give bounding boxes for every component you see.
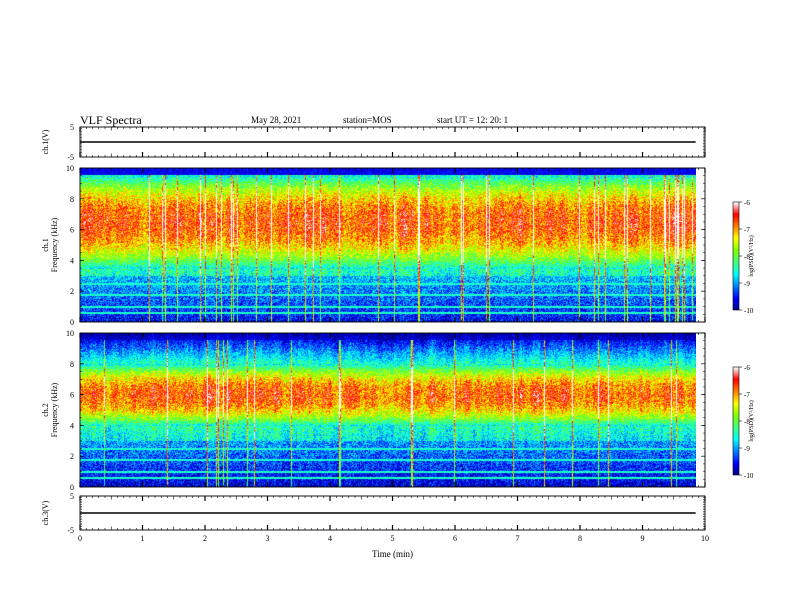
ch2_spectrogram-colorbar-label: log(PSD)(V²/Hz) <box>748 400 755 441</box>
ch1_spectrogram-colorbar-tick-label: -6 <box>744 199 750 207</box>
start-time-label: start UT = 12: 20: 1 <box>437 115 509 125</box>
ch3_voltage-ytick-label: 5 <box>70 492 74 501</box>
ch2_spectrogram-colorbar-tick-label: -9 <box>744 445 750 453</box>
ch1_spectrogram-ytick-label: 4 <box>70 256 74 265</box>
ch2_spectrogram-ytick-label: 0 <box>70 483 74 492</box>
ch2_spectrogram-ylabel: Frequency (kHz) <box>50 382 59 437</box>
x-tick-label: 10 <box>701 534 709 543</box>
ch1_voltage-ytick-label: 5 <box>70 123 74 132</box>
x-tick-label: 6 <box>453 534 457 543</box>
ch1_spectrogram-colorbar-tick-label: -10 <box>744 307 754 315</box>
ch2_spectrogram-ytick-label: 6 <box>70 391 74 400</box>
ch1_spectrogram-ytick-label: 10 <box>66 164 74 173</box>
ch2_spectrogram-colorbar <box>733 367 739 475</box>
ch1_spectrogram-colorbar-tick-label: -8 <box>744 253 750 261</box>
ch1_spectrogram-ytick-label: 0 <box>70 318 74 327</box>
chart-title: VLF Spectra <box>80 113 142 127</box>
x-tick-label: 5 <box>391 534 395 543</box>
x-tick-label: 1 <box>141 534 145 543</box>
ch1_spectrogram-ytick-label: 6 <box>70 226 74 235</box>
ch3_voltage-ytick-label: -5 <box>67 526 74 535</box>
ch1_spectrogram-ylabel: Frequency (kHz) <box>50 217 59 272</box>
ch2_spectrogram-colorbar-tick-label: -8 <box>744 418 750 426</box>
ch2_spectrogram-image <box>80 333 696 487</box>
ch2_spectrogram-ytick-label: 4 <box>70 421 74 430</box>
ch1_spectrogram-ytick-label: 2 <box>70 287 74 296</box>
ch3_voltage-ylabel: ch.3(V) <box>41 500 50 525</box>
ch1_voltage-ytick-label: -5 <box>67 153 74 162</box>
ch2_spectrogram-ytick-label: 8 <box>70 360 74 369</box>
date-label: May 28, 2021 <box>251 115 302 125</box>
x-tick-label: 7 <box>516 534 520 543</box>
ch1_spectrogram-ytick-label: 8 <box>70 195 74 204</box>
ch2_spectrogram-colorbar-tick-label: -6 <box>744 364 750 372</box>
x-tick-label: 0 <box>78 534 82 543</box>
ch2_spectrogram-ylabel: ch.2 <box>41 403 50 417</box>
x-tick-label: 4 <box>328 534 332 543</box>
x-tick-label: 2 <box>203 534 207 543</box>
ch2_spectrogram-colorbar-tick-label: -7 <box>744 391 750 399</box>
x-axis-label: Time (min) <box>372 549 413 559</box>
ch2_spectrogram-ytick-label: 2 <box>70 452 74 461</box>
ch1_spectrogram-colorbar <box>733 202 739 310</box>
ch1_spectrogram-ylabel: ch.1 <box>41 238 50 252</box>
ch1_spectrogram-image <box>80 168 696 322</box>
ch2_spectrogram-ytick-label: 10 <box>66 329 74 338</box>
ch1_spectrogram-colorbar-tick-label: -9 <box>744 280 750 288</box>
ch2_spectrogram-colorbar-tick-label: -10 <box>744 472 754 480</box>
x-tick-label: 3 <box>266 534 270 543</box>
ch1_voltage-ylabel: ch.1(V) <box>41 129 50 154</box>
x-tick-label: 8 <box>578 534 582 543</box>
ch1_spectrogram-colorbar-label: log(PSD)(V²/Hz) <box>748 235 755 276</box>
ch1_spectrogram-colorbar-tick-label: -7 <box>744 226 750 234</box>
station-label: station=MOS <box>343 115 392 125</box>
x-tick-label: 9 <box>641 534 645 543</box>
